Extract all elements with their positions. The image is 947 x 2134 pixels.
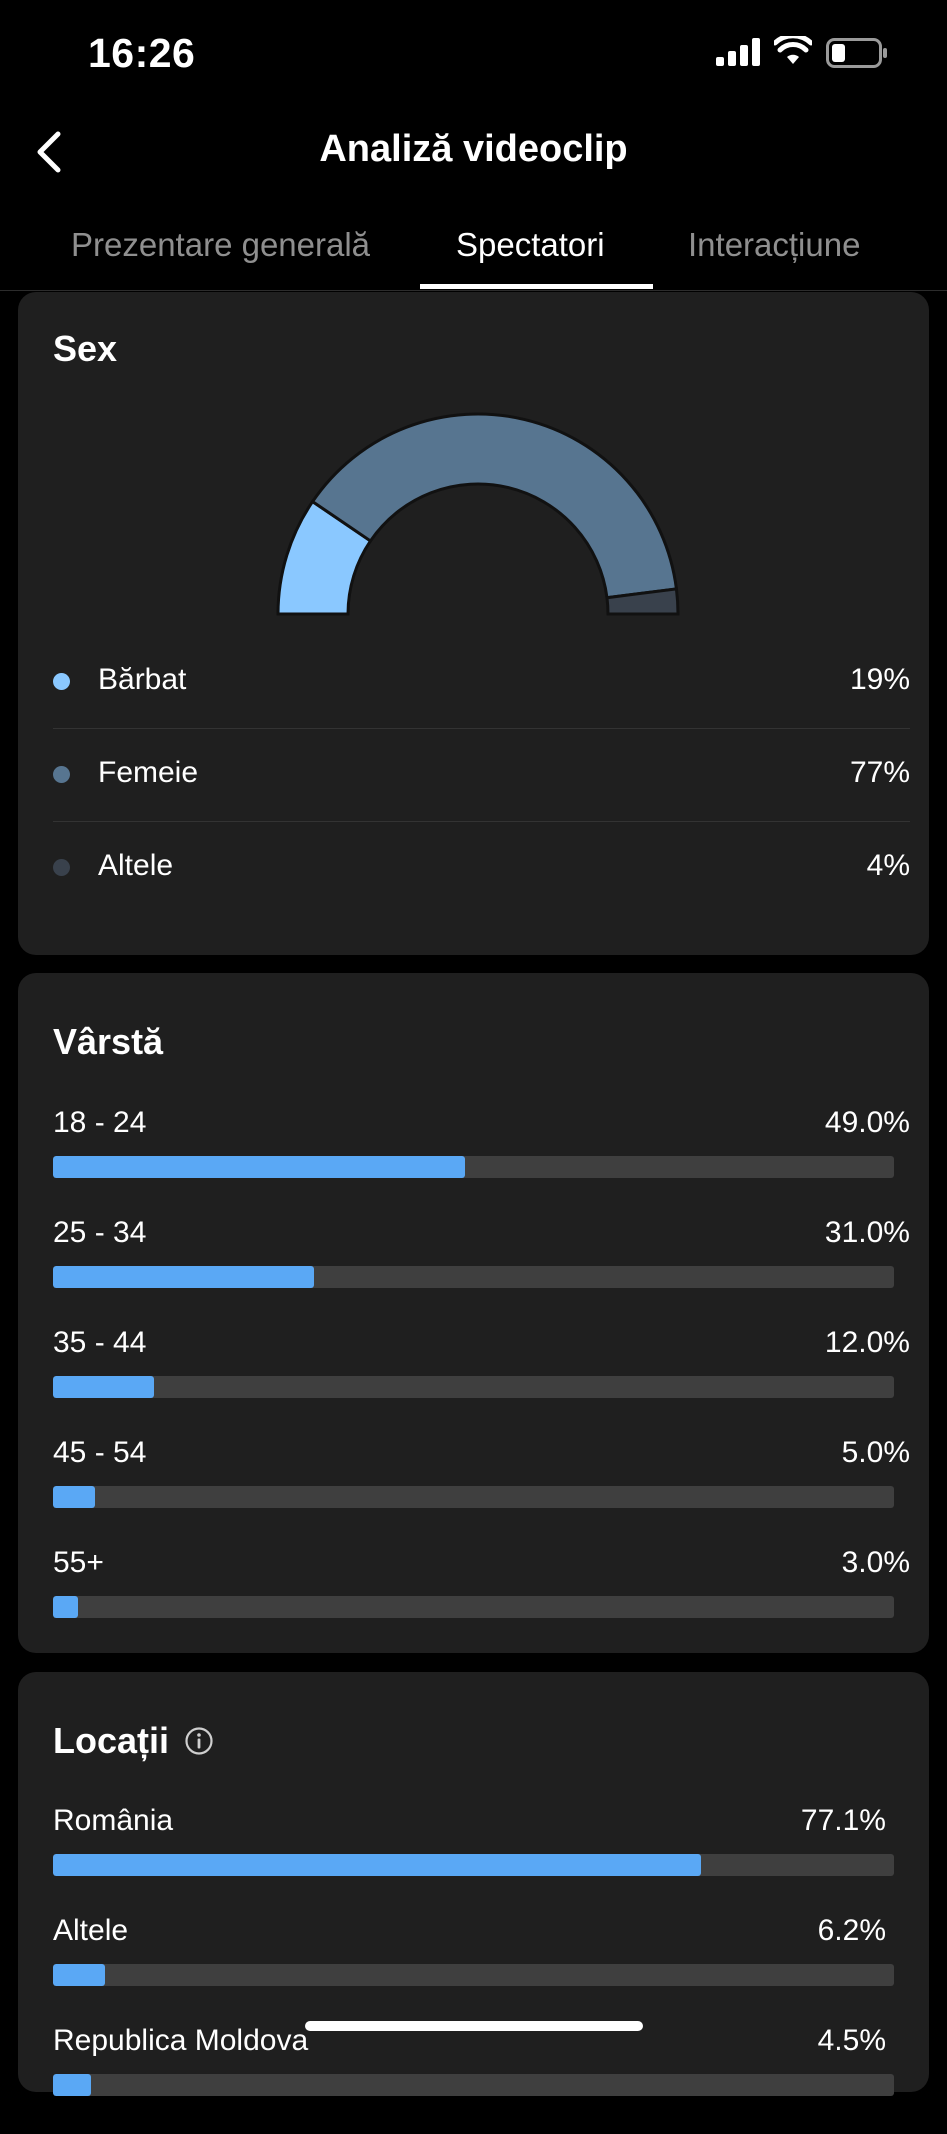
progress-track — [53, 1376, 894, 1398]
age-card: Vârstă 18 - 24 49.0% 25 - 34 31.0% 35 - 44 12… — [18, 973, 929, 1653]
location-percent: 4.5% — [817, 2024, 886, 2057]
progress-track — [53, 1964, 894, 1986]
progress-track — [53, 2074, 894, 2096]
age-percent: 31.0% — [824, 1216, 910, 1249]
status-time: 16:26 — [88, 30, 196, 76]
age-row: 18 - 24 49.0% — [53, 1106, 910, 1216]
back-arrow-icon[interactable] — [30, 128, 70, 176]
location-row: Republica Moldova 4.5% — [53, 2024, 910, 2134]
age-title: Vârstă — [53, 1021, 164, 1062]
age-range-label: 35 - 44 — [53, 1326, 147, 1359]
tab-overview[interactable]: Prezentare generală — [71, 226, 371, 263]
gender-card: Sex Bărbat 19% Femeie 77% Altele 4% — [18, 292, 929, 955]
legend-label: Bărbat — [98, 663, 187, 696]
location-percent: 6.2% — [817, 1914, 886, 1947]
progress-track — [53, 1266, 894, 1288]
age-percent: 49.0% — [824, 1106, 910, 1139]
gender-legend-row: Bărbat 19% — [53, 636, 910, 729]
age-range-label: 45 - 54 — [53, 1436, 147, 1469]
info-icon[interactable] — [184, 1726, 214, 1756]
progress-track — [53, 1486, 894, 1508]
gender-semicircle-chart — [276, 412, 680, 616]
legend-dot — [53, 673, 70, 690]
age-row: 25 - 34 31.0% — [53, 1216, 910, 1326]
age-range-label: 55+ — [53, 1546, 104, 1579]
cellular-signal-icon — [716, 38, 760, 66]
progress-fill — [53, 1486, 95, 1508]
divider — [53, 821, 910, 822]
legend-value: 4% — [866, 849, 910, 882]
age-percent: 3.0% — [841, 1546, 910, 1579]
legend-dot — [53, 766, 70, 783]
age-row: 45 - 54 5.0% — [53, 1436, 910, 1546]
progress-fill — [53, 1964, 105, 1986]
progress-fill — [53, 2074, 91, 2096]
location-row: România 77.1% — [53, 1804, 910, 1914]
gender-legend-row: Femeie 77% — [53, 729, 910, 822]
wifi-icon — [774, 36, 812, 64]
legend-label: Femeie — [98, 756, 199, 789]
gender-segment-femeie — [310, 412, 679, 600]
age-range-label: 18 - 24 — [53, 1106, 147, 1139]
tab-engagement[interactable]: Interacțiune — [688, 226, 861, 263]
progress-fill — [53, 1376, 154, 1398]
location-label: Altele — [53, 1914, 129, 1947]
status-bar: 16:26 — [0, 0, 947, 110]
progress-fill — [53, 1266, 314, 1288]
tab-bar: Prezentare generală Spectatori Interacți… — [0, 218, 947, 291]
legend-value: 19% — [849, 663, 910, 696]
age-range-label: 25 - 34 — [53, 1216, 147, 1249]
locations-title: Locații — [53, 1720, 170, 1761]
progress-fill — [53, 1854, 701, 1876]
divider — [53, 728, 910, 729]
age-percent: 5.0% — [841, 1436, 910, 1469]
legend-label: Altele — [98, 849, 174, 882]
location-label: Republica Moldova — [53, 2024, 309, 2057]
progress-track — [53, 1596, 894, 1618]
location-row: Altele 6.2% — [53, 1914, 910, 2024]
age-row: 55+ 3.0% — [53, 1546, 910, 1656]
location-percent: 77.1% — [800, 1804, 886, 1837]
progress-fill — [53, 1596, 78, 1618]
progress-fill — [53, 1156, 465, 1178]
location-label: România — [53, 1804, 174, 1837]
legend-value: 77% — [849, 756, 910, 789]
tab-viewers[interactable]: Spectatori — [456, 226, 605, 263]
gender-segment-altele — [605, 587, 680, 616]
home-indicator[interactable] — [305, 2021, 643, 2031]
age-percent: 12.0% — [824, 1326, 910, 1359]
legend-dot — [53, 859, 70, 876]
progress-track — [53, 1854, 894, 1876]
active-tab-indicator — [420, 284, 653, 289]
age-row: 35 - 44 12.0% — [53, 1326, 910, 1436]
progress-track — [53, 1156, 894, 1178]
battery-icon — [826, 38, 887, 68]
gender-title: Sex — [53, 328, 118, 369]
page-title: Analiză videoclip — [319, 128, 628, 170]
gender-legend-row: Altele 4% — [53, 822, 910, 915]
